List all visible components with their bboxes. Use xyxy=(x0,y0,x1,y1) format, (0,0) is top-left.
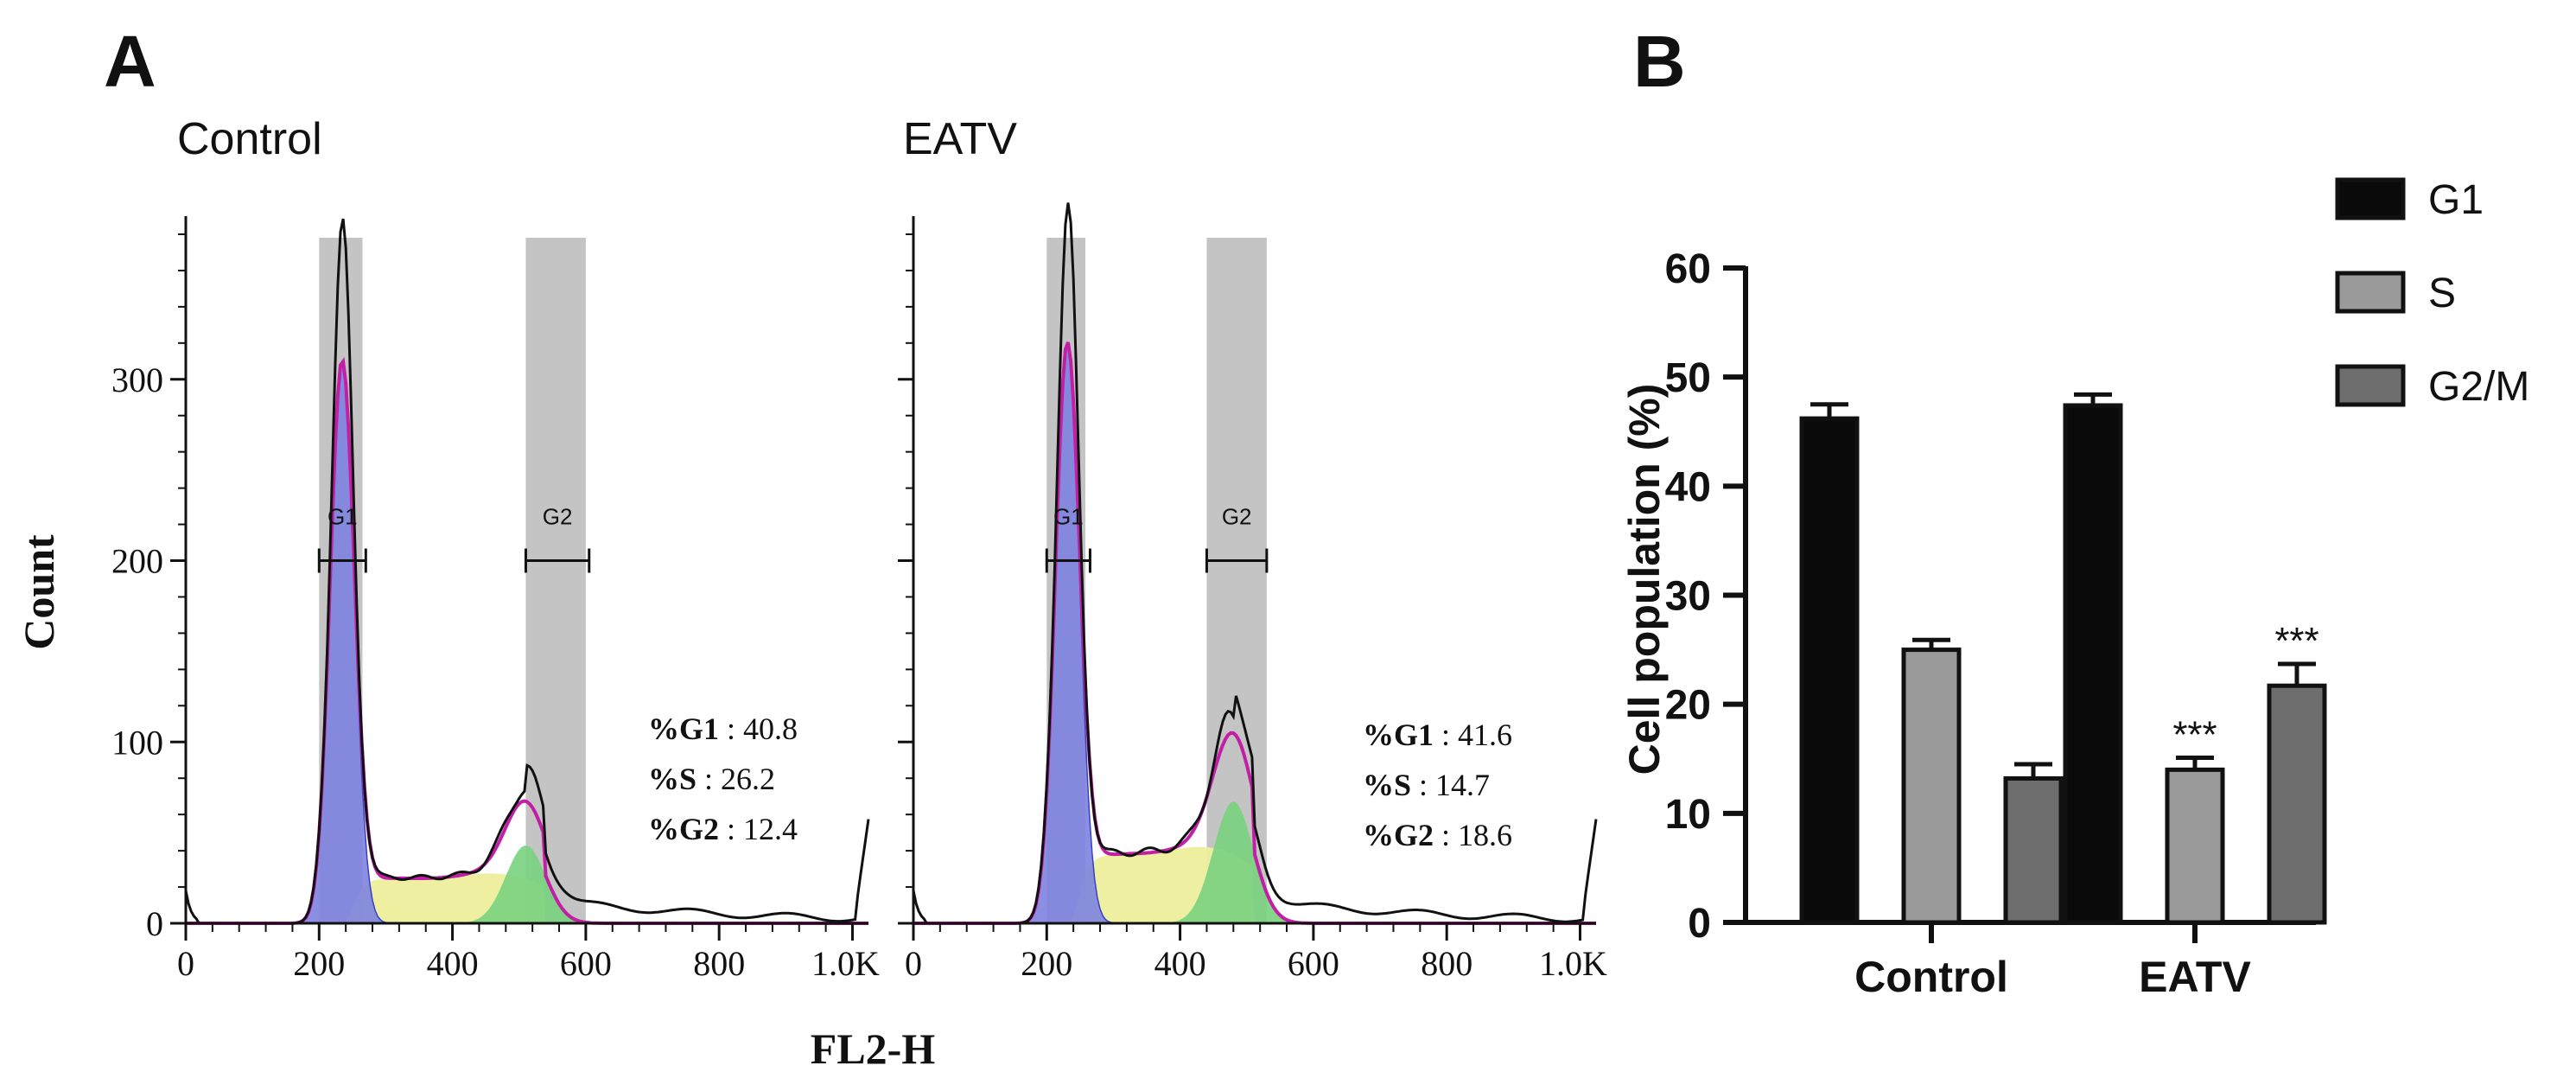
g1-gate-label: G1 xyxy=(328,504,358,530)
x-tick-label-200: 200 xyxy=(1021,944,1072,983)
legend-label-g1: G1 xyxy=(2428,177,2484,223)
fl2h-axis-label: FL2-H xyxy=(811,1024,936,1073)
stat-label: %G2 xyxy=(648,812,719,846)
bar-g1-control xyxy=(1799,416,1860,925)
g2-phase-area xyxy=(186,845,868,923)
bar-y-tick-label-0: 0 xyxy=(1688,901,1711,947)
bar-g2-m-eatv xyxy=(2267,683,2327,925)
g1-gate-label: G1 xyxy=(1053,504,1084,530)
histogram-title-control: Control xyxy=(177,114,322,164)
category-label-control: Control xyxy=(1854,953,2008,1001)
bar-g1-eatv xyxy=(2063,403,2123,925)
stat-label: %G1 xyxy=(1363,718,1434,752)
g2-gate-band xyxy=(525,238,586,923)
stat-label: %G2 xyxy=(1363,818,1434,852)
histogram-control: Control G1 G2 0 200 400 600 800 1.0K 0 100 200 300 %G… xyxy=(111,114,880,983)
bar-y-tick-label-10: 10 xyxy=(1665,792,1711,838)
bar-y-tick-label-50: 50 xyxy=(1665,355,1711,401)
x-tick-label-400: 400 xyxy=(427,944,479,983)
x-tick-label-600: 600 xyxy=(560,944,612,983)
x-tick-label-800: 800 xyxy=(1421,944,1472,983)
histogram-eatv: EATV G1 G2 0 200 400 600 800 1.0K %G1 : 41.6 %S : … xyxy=(898,114,1607,983)
stat-label: %S xyxy=(648,762,696,796)
bar-g2-m-control xyxy=(2003,775,2064,925)
stat-label: %S xyxy=(1363,768,1411,802)
stat-g1: %G1 : 41.6 xyxy=(1363,718,1512,752)
g2-gate-label: G2 xyxy=(543,504,573,530)
stat-s: %S : 14.7 xyxy=(1363,768,1490,802)
bar-y-tick-label-60: 60 xyxy=(1665,246,1711,292)
bar-y-tick-label-30: 30 xyxy=(1665,574,1711,620)
stat-value: : 12.4 xyxy=(719,812,798,846)
cell-population-axis-label: Cell population (%) xyxy=(1620,384,1669,775)
histogram-data-line xyxy=(912,202,1598,925)
y-tick-label-200: 200 xyxy=(111,542,163,581)
x-tick-label-0: 0 xyxy=(905,944,922,983)
g1-phase-area xyxy=(913,342,1596,923)
histogram-title-eatv: EATV xyxy=(903,114,1017,164)
category-label-eatv: EATV xyxy=(2139,953,2251,1001)
x-tick-label-200: 200 xyxy=(293,944,345,983)
bar-s-eatv xyxy=(2165,767,2225,925)
panel-a-histograms: Control G1 G2 0 200 400 600 800 1.0K 0 100 200 300 %G… xyxy=(111,114,1607,983)
bar-s-control xyxy=(1901,648,1962,925)
significance-marker: *** xyxy=(2172,713,2217,756)
stat-value: : 18.6 xyxy=(1434,818,1512,852)
x-tick-label-400: 400 xyxy=(1154,944,1206,983)
y-tick-label-100: 100 xyxy=(111,723,163,762)
stat-value: : 26.2 xyxy=(696,762,775,796)
legend-swatch-g1 xyxy=(2335,177,2406,220)
stat-g2: %G2 : 18.6 xyxy=(1363,818,1512,852)
significance-marker: *** xyxy=(2274,620,2318,662)
y-tick-label-300: 300 xyxy=(111,360,163,399)
bar-y-tick-label-20: 20 xyxy=(1665,683,1711,729)
stat-label: %G1 xyxy=(648,711,719,746)
legend-label-s: S xyxy=(2428,271,2456,316)
panel-label-b: B xyxy=(1633,21,1686,102)
stat-s: %S : 26.2 xyxy=(648,762,775,796)
x-tick-label-600: 600 xyxy=(1288,944,1339,983)
x-tick-label-0: 0 xyxy=(177,944,194,983)
y-tick-label-0: 0 xyxy=(146,904,163,943)
g2-phase-area xyxy=(913,801,1596,923)
stat-g1: %G1 : 40.8 xyxy=(648,711,798,746)
count-axis-label: Count xyxy=(15,534,63,650)
x-tick-label-1-0k: 1.0K xyxy=(811,944,880,983)
legend-swatch-s xyxy=(2335,271,2406,314)
legend-label-g2-m: G2/M xyxy=(2428,364,2529,410)
panel-label-a: A xyxy=(104,21,156,102)
g2-gate-label: G2 xyxy=(1222,504,1252,530)
x-tick-label-800: 800 xyxy=(693,944,745,983)
legend-swatch-g2-m xyxy=(2335,364,2406,407)
stat-g2: %G2 : 12.4 xyxy=(648,812,798,846)
panel-b-bar-chart: 0 10 20 30 40 50 60 Control EATV *** *** G1 S G2/M xyxy=(1665,177,2530,1001)
stat-value: : 40.8 xyxy=(719,711,798,746)
stat-value: : 14.7 xyxy=(1411,768,1490,802)
g1-phase-area xyxy=(186,361,868,923)
bar-y-tick-label-40: 40 xyxy=(1665,464,1711,510)
stat-value: : 41.6 xyxy=(1434,718,1512,752)
x-tick-label-1-0k: 1.0K xyxy=(1539,944,1607,983)
